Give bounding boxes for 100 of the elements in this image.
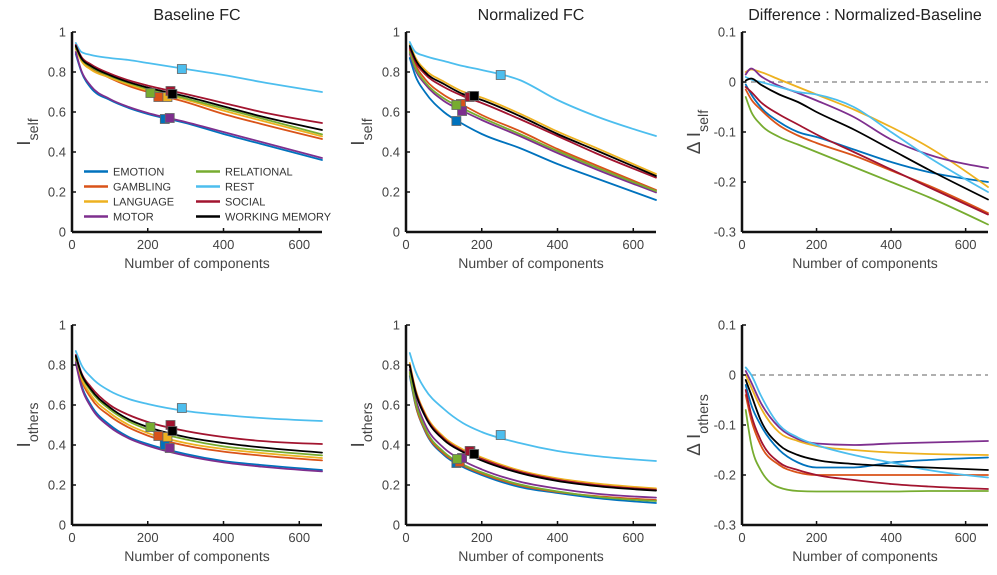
- legend-label: MOTOR: [113, 211, 154, 224]
- chart-title: Baseline FC: [153, 7, 241, 24]
- y-tick-label: 0.8: [48, 64, 66, 80]
- x-axis-title: Number of components: [124, 548, 270, 564]
- y-tick-label: -0.2: [714, 174, 736, 190]
- y-tick-label: -0.1: [714, 418, 736, 433]
- y-tick-label: -0.1: [714, 124, 736, 140]
- x-tick-label: 400: [546, 237, 568, 252]
- point: [167, 426, 178, 436]
- y-tick-label: 0.1: [718, 318, 736, 333]
- y-tick-label: -0.3: [714, 518, 736, 533]
- point: [469, 449, 480, 459]
- y-tick-label: 0: [392, 518, 400, 533]
- line-series: [74, 42, 323, 93]
- y-tick-label: -0.3: [714, 224, 736, 240]
- point: [176, 403, 187, 413]
- y-tick-label: 0.6: [382, 104, 400, 120]
- x-tick-label: 200: [470, 530, 493, 545]
- x-tick-label: 0: [402, 237, 410, 252]
- x-tick-label: 600: [288, 530, 310, 545]
- y-tick-label: 0.2: [48, 478, 66, 493]
- y-tick-label: 0.2: [382, 184, 400, 200]
- legend-label: SOCIAL: [225, 196, 266, 208]
- y-tick-label: 0.4: [382, 144, 400, 160]
- x-tick-label: 0: [402, 530, 410, 545]
- x-tick-label: 0: [68, 237, 76, 252]
- point: [451, 100, 462, 110]
- x-axis-title: Number of components: [124, 255, 270, 271]
- x-tick-label: 600: [622, 237, 644, 252]
- legend-label: WORKING MEMORY: [225, 211, 332, 224]
- point: [164, 113, 175, 123]
- y-tick-label: 0.6: [382, 398, 400, 413]
- x-tick-label: 200: [806, 237, 828, 252]
- y-tick-label: 0.1: [718, 24, 736, 40]
- y-tick-label: 0.8: [382, 64, 400, 80]
- x-tick-label: 200: [470, 237, 493, 252]
- y-tick-label: 0.6: [48, 104, 66, 120]
- y-tick-label: 0.2: [382, 478, 400, 493]
- legend-label: REST: [225, 181, 255, 194]
- point: [164, 443, 175, 453]
- x-tick-label: 0: [738, 237, 746, 252]
- legend-label: EMOTION: [113, 166, 164, 178]
- x-tick-label: 400: [880, 530, 902, 545]
- chart-title: Difference : Normalized-Baseline: [748, 7, 982, 24]
- x-tick-label: 600: [288, 237, 310, 252]
- y-tick-label: 0.6: [48, 398, 66, 413]
- x-tick-label: 0: [68, 530, 76, 545]
- y-tick-label: 1: [58, 318, 66, 333]
- y-tick-label: 0.4: [48, 144, 66, 160]
- point: [176, 64, 187, 74]
- x-axis-title: Number of components: [792, 548, 938, 564]
- y-tick-label: 0.8: [48, 358, 66, 373]
- x-tick-label: 600: [622, 530, 644, 545]
- point: [153, 431, 164, 441]
- y-tick-label: 0.4: [382, 438, 400, 453]
- x-axis-title: Number of components: [458, 255, 604, 271]
- chart-title: Normalized FC: [478, 7, 584, 24]
- x-tick-label: 400: [212, 530, 234, 545]
- line-series: [744, 370, 989, 446]
- y-tick-label: 0: [58, 224, 66, 240]
- point: [496, 70, 506, 80]
- y-tick-label: 1: [392, 24, 400, 40]
- x-axis-title: Number of components: [458, 548, 604, 564]
- point: [146, 88, 156, 98]
- legend-label: RELATIONAL: [225, 166, 293, 178]
- x-tick-label: 400: [880, 237, 902, 252]
- point: [167, 89, 178, 99]
- line-series: [744, 68, 989, 169]
- x-tick-label: 600: [954, 530, 976, 545]
- x-tick-label: 200: [136, 530, 159, 545]
- y-tick-label: 0: [728, 368, 736, 383]
- point: [146, 422, 156, 432]
- y-tick-label: 1: [392, 318, 400, 333]
- x-tick-label: 600: [954, 237, 976, 252]
- line-series: [74, 350, 323, 422]
- y-tick-label: -0.2: [714, 468, 736, 483]
- line-series: [744, 374, 989, 456]
- x-tick-label: 200: [136, 237, 159, 252]
- y-tick-label: 0: [58, 518, 66, 533]
- point: [451, 116, 462, 126]
- line-series: [408, 41, 657, 137]
- y-tick-label: 0.8: [382, 358, 400, 373]
- line-series: [408, 352, 657, 462]
- y-tick-label: 0.2: [48, 184, 66, 200]
- point: [496, 430, 506, 440]
- x-tick-label: 0: [738, 530, 746, 545]
- y-tick-label: 0.4: [48, 438, 66, 453]
- x-tick-label: 200: [806, 530, 828, 545]
- line-series: [744, 394, 989, 476]
- line-series: [744, 389, 989, 490]
- line-series: [744, 366, 989, 478]
- legend-label: LANGUAGE: [113, 196, 174, 208]
- line-series: [744, 409, 989, 492]
- x-axis-title: Number of components: [792, 255, 938, 271]
- x-tick-label: 400: [546, 530, 568, 545]
- y-tick-label: 0: [728, 74, 736, 90]
- y-tick-label: 1: [58, 24, 66, 40]
- y-tick-label: 0: [392, 224, 400, 240]
- point: [452, 454, 462, 464]
- legend-label: GAMBLING: [113, 181, 172, 194]
